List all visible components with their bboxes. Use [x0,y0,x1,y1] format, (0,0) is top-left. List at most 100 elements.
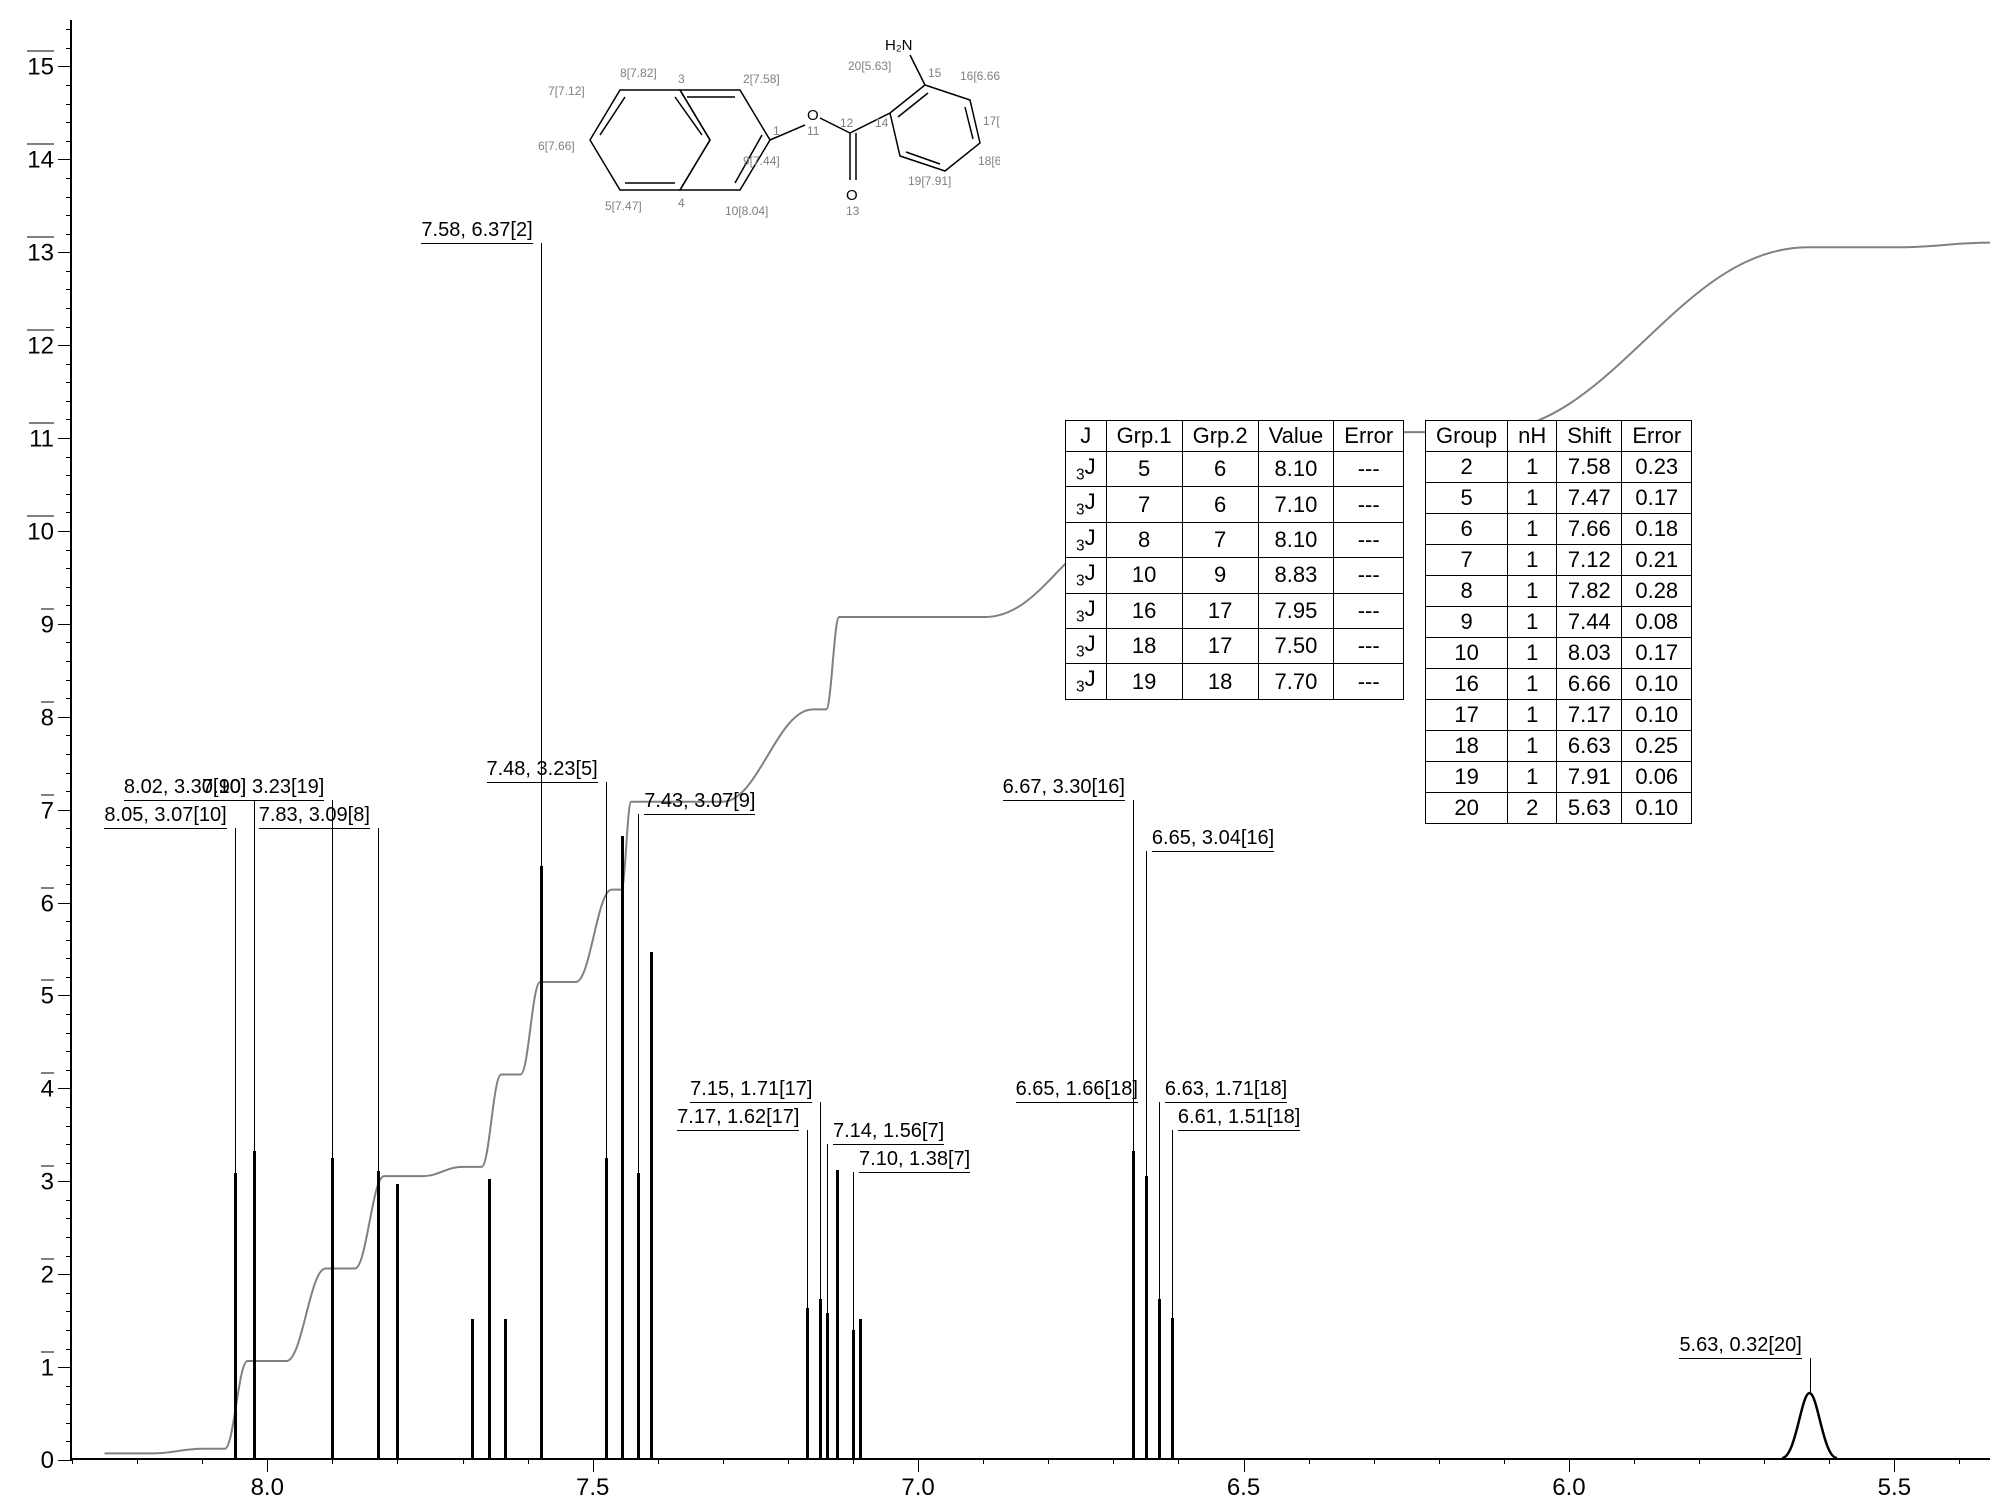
table-cell: 20 [1426,793,1508,824]
nmr-peak [605,1158,608,1458]
mol-l15: 15 [928,66,942,80]
peak-label: 8.05, 3.07[10] [104,804,226,829]
peak-label: 7.15, 1.71[17] [690,1078,812,1103]
table-cell: 6.66 [1557,669,1622,700]
table-cell: 18 [1426,731,1508,762]
table-cell: 8.03 [1557,638,1622,669]
table-header-cell: J [1066,421,1107,452]
y-tick-label: 7 [41,794,54,825]
mol-l10: 10[8.04] [725,204,768,218]
table-cell: 1 [1508,669,1557,700]
table-header-cell: Error [1622,421,1692,452]
x-tick-label: 7.5 [576,1474,609,1502]
table-cell: 5 [1106,452,1182,487]
table-cell: 2 [1508,793,1557,824]
table-row: 3J878.10--- [1066,522,1404,557]
table-cell: 1 [1508,452,1557,483]
nmr-peak [806,1308,809,1459]
table-cell: 1 [1508,483,1557,514]
table-cell: 0.17 [1622,483,1692,514]
mol-l17: 17[7.17] [983,114,1000,128]
y-tick-label: 14 [27,144,54,175]
table-cell: 0.10 [1622,793,1692,824]
table-cell: 16 [1426,669,1508,700]
table-cell: 7.91 [1557,762,1622,793]
y-tick-label: 2 [41,1259,54,1290]
table-cell: 1 [1508,731,1557,762]
table-row: 1018.030.17 [1426,638,1692,669]
table-cell: 19 [1426,762,1508,793]
table-cell: 1 [1508,638,1557,669]
mol-l3: 3 [678,72,685,86]
table-cell: 7 [1106,487,1182,522]
mol-l2: 2[7.58] [743,72,780,86]
table-header-cell: nH [1508,421,1557,452]
table-row: 617.660.18 [1426,514,1692,545]
y-tick-label: 9 [41,608,54,639]
nmr-peak [540,866,543,1458]
mol-o11: O [807,107,819,124]
x-tick-label: 6.5 [1227,1474,1260,1502]
table-cell: 0.10 [1622,669,1692,700]
table-cell: 3J [1066,593,1107,628]
y-tick-label: 5 [41,980,54,1011]
nmr-peak [637,1173,640,1458]
table-cell: 6.63 [1557,731,1622,762]
table-cell: 1 [1508,700,1557,731]
table-cell: --- [1334,452,1404,487]
peak-label: 6.65, 3.04[16] [1152,827,1274,852]
table-row: 1816.630.25 [1426,731,1692,762]
table-cell: 16 [1106,593,1182,628]
table-cell: 19 [1106,664,1182,699]
mol-l5: 5[7.47] [605,199,642,213]
table-row: 917.440.08 [1426,607,1692,638]
nmr-peak [331,1158,334,1458]
table-cell: --- [1334,487,1404,522]
table-cell: 3J [1066,628,1107,663]
table-cell: 7.44 [1557,607,1622,638]
mol-l9: 9[7.44] [743,154,780,168]
nmr-peak [253,1151,256,1458]
peak-label: 6.67, 3.30[16] [1003,776,1125,801]
table-cell: 0.21 [1622,545,1692,576]
table-cell: 0.06 [1622,762,1692,793]
table-cell: 17 [1426,700,1508,731]
table-cell: --- [1334,558,1404,593]
mol-l7: 7[7.12] [548,84,585,98]
x-tick-label: 8.0 [251,1474,284,1502]
table-cell: --- [1334,593,1404,628]
table-cell: 7.95 [1258,593,1334,628]
table-cell: 7.17 [1557,700,1622,731]
table-cell: --- [1334,522,1404,557]
peak-label: 7.43, 3.07[9] [644,790,755,815]
mol-o13: O [846,187,858,204]
peak-label: 7.17, 1.62[17] [677,1106,799,1131]
table-cell: 1 [1508,607,1557,638]
peak-label: 6.63, 1.71[18] [1165,1078,1287,1103]
plot-area: 12345678910111213141508.07.57.06.56.05.5… [70,20,1990,1460]
table-cell: 5.63 [1557,793,1622,824]
peak-label: 7.90, 3.23[19] [202,776,324,801]
nmr-peak-broad [1782,18,1837,1458]
table-header-cell: Value [1258,421,1334,452]
table-header-cell: Error [1334,421,1404,452]
table-cell: 1 [1508,576,1557,607]
table-cell: 2 [1426,452,1508,483]
molecule-structure: H₂N 20[5.63] 15 16[6.66] 17[7.17] 18[6.6… [530,15,1000,265]
peak-label: 6.65, 1.66[18] [1016,1078,1138,1103]
table-cell: 18 [1182,664,1258,699]
peak-label: 7.48, 3.23[5] [487,758,598,783]
table-cell: 0.25 [1622,731,1692,762]
y-tick-label: 6 [41,887,54,918]
table-row: 3J1098.83--- [1066,558,1404,593]
nmr-peak [826,1313,829,1458]
mol-l6: 6[7.66] [538,139,575,153]
y-tick-label: 3 [41,1166,54,1197]
table-cell: 3J [1066,452,1107,487]
table-cell: 10 [1426,638,1508,669]
x-tick-label: 6.0 [1552,1474,1585,1502]
mol-l20: 20[5.63] [848,59,891,73]
table-cell: 7.58 [1557,452,1622,483]
peak-label: 7.83, 3.09[8] [259,804,370,829]
peak-label: 7.14, 1.56[7] [833,1120,944,1145]
